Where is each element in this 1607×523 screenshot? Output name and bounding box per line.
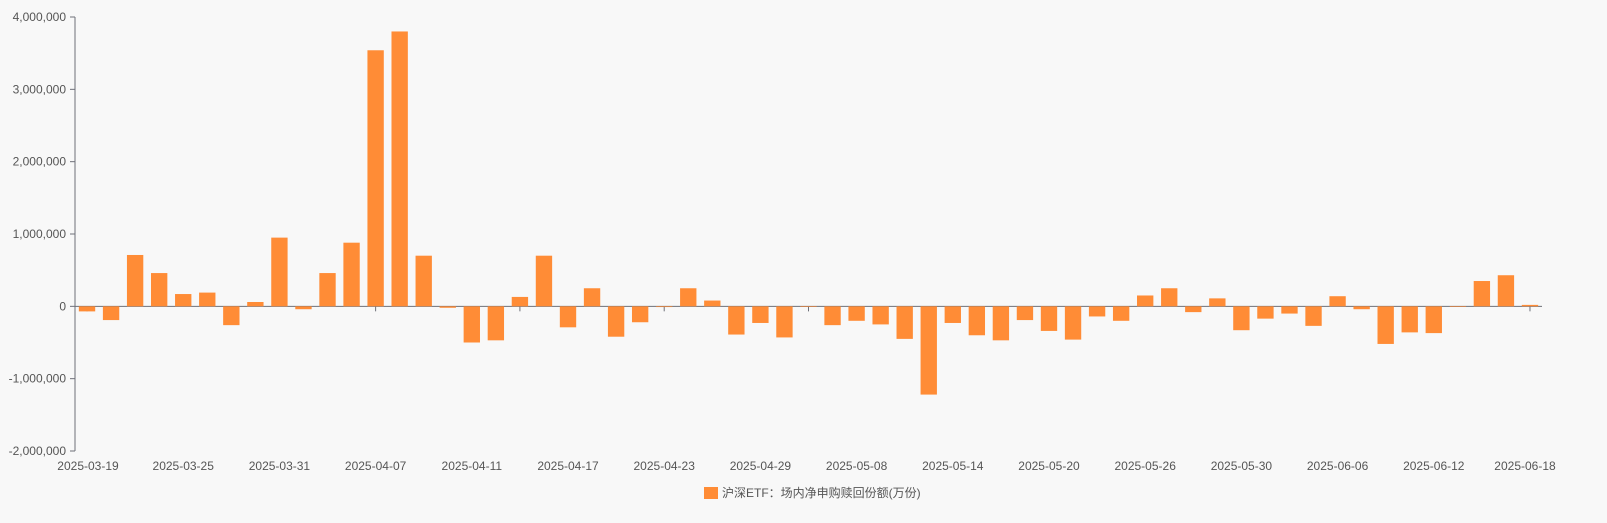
x-tick-label: 2025-04-11 bbox=[442, 459, 503, 473]
y-tick-label: 1,000,000 bbox=[13, 227, 67, 241]
bar[interactable] bbox=[487, 306, 505, 341]
x-tick-label: 2025-03-19 bbox=[57, 459, 119, 473]
x-tick-label: 2025-04-07 bbox=[345, 459, 407, 473]
bar[interactable] bbox=[1305, 306, 1322, 326]
bar[interactable] bbox=[992, 306, 1010, 341]
bar[interactable] bbox=[944, 306, 961, 323]
bar[interactable] bbox=[1497, 275, 1515, 307]
bar[interactable] bbox=[559, 306, 577, 328]
bar[interactable] bbox=[1353, 306, 1370, 310]
x-tick-label: 2025-03-31 bbox=[249, 459, 311, 473]
bar[interactable] bbox=[1016, 306, 1034, 321]
bar[interactable] bbox=[319, 273, 336, 307]
bar[interactable] bbox=[920, 306, 937, 395]
legend-label[interactable]: 沪深ETF：场内净申购赎回份额(万份) bbox=[722, 485, 921, 500]
y-tick-label: 2,000,000 bbox=[13, 155, 67, 169]
y-axis-labels: -2,000,000 -1,000,000 0 1,000,000 2,000,000 3… bbox=[9, 10, 67, 458]
bar[interactable] bbox=[656, 306, 673, 308]
bar[interactable] bbox=[511, 296, 529, 307]
bar[interactable] bbox=[704, 300, 721, 307]
x-tick-label: 2025-06-18 bbox=[1494, 459, 1556, 473]
axes bbox=[70, 16, 1542, 452]
bar[interactable] bbox=[680, 288, 697, 307]
bar[interactable] bbox=[1377, 306, 1394, 344]
x-axis-labels: 2025-03-19 2025-03-25 2025-03-31 2025-04-07… bbox=[57, 459, 1556, 473]
bar[interactable] bbox=[223, 306, 240, 326]
bar[interactable] bbox=[1449, 306, 1467, 307]
bar[interactable] bbox=[126, 254, 144, 307]
bar[interactable] bbox=[583, 288, 601, 307]
bar[interactable] bbox=[102, 306, 120, 321]
bar[interactable] bbox=[1473, 281, 1491, 307]
legend-swatch[interactable] bbox=[704, 487, 718, 499]
bar[interactable] bbox=[1233, 306, 1250, 331]
bar[interactable] bbox=[1329, 296, 1346, 307]
bar[interactable] bbox=[439, 306, 456, 308]
bar[interactable] bbox=[1040, 306, 1058, 331]
bar[interactable] bbox=[800, 306, 817, 307]
bar[interactable] bbox=[78, 306, 96, 312]
bar[interactable] bbox=[367, 50, 384, 307]
bar[interactable] bbox=[463, 306, 480, 343]
y-tick-label: -2,000,000 bbox=[9, 444, 67, 458]
bar[interactable] bbox=[1112, 306, 1130, 321]
y-tick-label: 4,000,000 bbox=[13, 10, 67, 24]
y-tick-label: -1,000,000 bbox=[9, 372, 67, 386]
bar[interactable] bbox=[752, 306, 769, 323]
bar[interactable] bbox=[415, 255, 432, 307]
bar[interactable] bbox=[343, 242, 360, 307]
x-tick-label: 2025-05-08 bbox=[826, 459, 888, 473]
bar[interactable] bbox=[1401, 306, 1418, 333]
bar[interactable] bbox=[271, 237, 288, 307]
x-tick-label: 2025-05-30 bbox=[1211, 459, 1273, 473]
bar[interactable] bbox=[896, 306, 913, 339]
bars bbox=[78, 31, 1539, 395]
legend[interactable]: 沪深ETF：场内净申购赎回份额(万份) bbox=[704, 485, 921, 500]
bar[interactable] bbox=[1064, 306, 1082, 340]
bar[interactable] bbox=[247, 301, 264, 307]
bar[interactable] bbox=[872, 306, 889, 325]
bar[interactable] bbox=[535, 255, 553, 307]
bar[interactable] bbox=[631, 306, 649, 323]
bar[interactable] bbox=[1521, 304, 1539, 307]
bar[interactable] bbox=[1088, 306, 1106, 317]
x-tick-label: 2025-05-26 bbox=[1114, 459, 1176, 473]
y-tick-label: 3,000,000 bbox=[13, 82, 67, 96]
bar[interactable] bbox=[776, 306, 793, 338]
bar[interactable] bbox=[1425, 306, 1442, 334]
bar[interactable] bbox=[607, 306, 625, 337]
bar[interactable] bbox=[824, 306, 841, 326]
bar[interactable] bbox=[1257, 306, 1274, 319]
bar[interactable] bbox=[1137, 295, 1154, 307]
bar[interactable] bbox=[1209, 298, 1226, 307]
bar[interactable] bbox=[150, 273, 168, 307]
bar[interactable] bbox=[1161, 288, 1178, 307]
x-tick-label: 2025-06-12 bbox=[1403, 459, 1465, 473]
bar[interactable] bbox=[295, 306, 312, 310]
bar[interactable] bbox=[199, 292, 216, 307]
x-tick-label: 2025-06-06 bbox=[1307, 459, 1369, 473]
bar[interactable] bbox=[175, 294, 192, 307]
x-tick-label: 2025-03-25 bbox=[153, 459, 215, 473]
bar[interactable] bbox=[1281, 306, 1298, 314]
x-tick-label: 2025-05-20 bbox=[1018, 459, 1080, 473]
y-tick-label: 0 bbox=[59, 299, 66, 313]
bar[interactable] bbox=[391, 31, 408, 307]
x-tick-label: 2025-04-29 bbox=[730, 459, 792, 473]
bar[interactable] bbox=[728, 306, 745, 335]
x-tick-label: 2025-05-14 bbox=[922, 459, 984, 473]
bar[interactable] bbox=[1185, 306, 1202, 313]
x-tick-label: 2025-04-17 bbox=[537, 459, 599, 473]
bar[interactable] bbox=[848, 306, 865, 321]
bar[interactable] bbox=[968, 306, 986, 336]
x-tick-label: 2025-04-23 bbox=[634, 459, 696, 473]
